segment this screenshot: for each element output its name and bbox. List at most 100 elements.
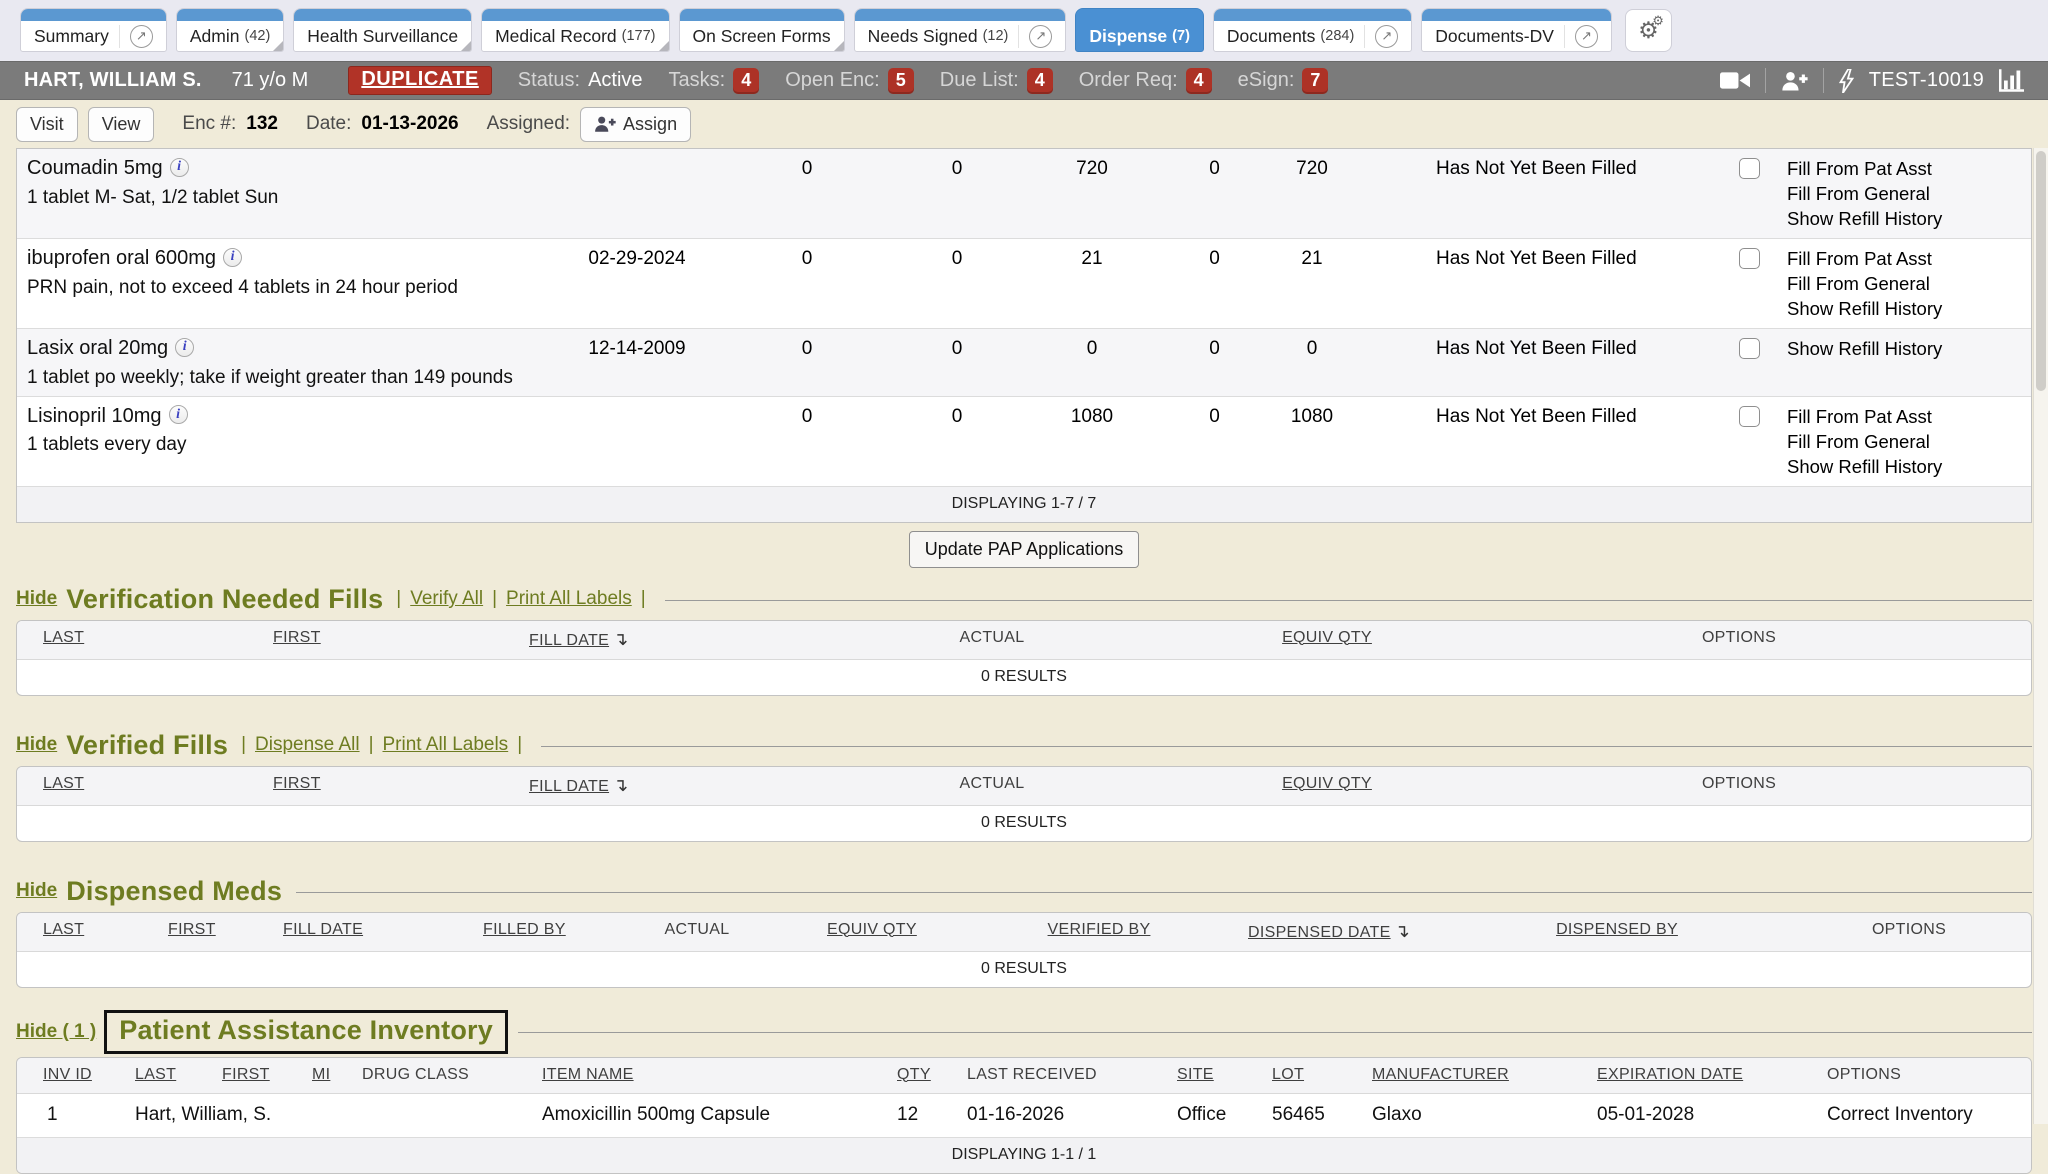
col-verified-by[interactable]: VERIFIED BY xyxy=(987,921,1211,942)
open-enc-count-badge[interactable]: 5 xyxy=(888,68,914,94)
tab-summary[interactable]: Summary ↗ xyxy=(20,8,167,52)
fill-from-pat-asst-link[interactable]: Fill From Pat Asst xyxy=(1787,404,2031,429)
col-mi[interactable]: MI xyxy=(286,1066,336,1084)
row-checkbox[interactable] xyxy=(1739,338,1760,359)
qty-cell: 0 xyxy=(717,336,897,360)
show-refill-history-link[interactable]: Show Refill History xyxy=(1787,206,2031,231)
col-site[interactable]: SITE xyxy=(1151,1066,1246,1084)
info-icon[interactable]: i xyxy=(223,248,242,267)
col-equiv-qty[interactable]: EQUIV QTY xyxy=(1207,629,1447,650)
col-manufacturer[interactable]: MANUFACTURER xyxy=(1346,1066,1571,1084)
chart-icon[interactable] xyxy=(1999,69,2024,92)
tab-admin[interactable]: Admin (42) xyxy=(176,8,284,52)
tab-health-surveillance[interactable]: Health Surveillance xyxy=(293,8,472,52)
info-icon[interactable]: i xyxy=(169,405,188,424)
assign-button[interactable]: Assign xyxy=(580,107,691,142)
video-camera-icon[interactable] xyxy=(1720,71,1750,90)
esign-count-badge[interactable]: 7 xyxy=(1302,68,1328,94)
fill-from-pat-asst-link[interactable]: Fill From Pat Asst xyxy=(1787,156,2031,181)
show-refill-history-link[interactable]: Show Refill History xyxy=(1787,454,2031,479)
hide-link[interactable]: Hide ( 1 ) xyxy=(16,1021,96,1043)
hide-link[interactable]: Hide xyxy=(16,734,57,756)
gear-icon: ⚙ xyxy=(1652,14,1664,27)
fill-from-general-link[interactable]: Fill From General xyxy=(1787,429,2031,454)
col-last[interactable]: LAST xyxy=(17,775,247,796)
order-req-count-badge[interactable]: 4 xyxy=(1186,68,1212,94)
row-checkbox[interactable] xyxy=(1739,248,1760,269)
hide-link[interactable]: Hide xyxy=(16,880,57,902)
highlighted-title-box: Patient Assistance Inventory xyxy=(104,1010,508,1054)
show-refill-history-link[interactable]: Show Refill History xyxy=(1787,296,2031,321)
print-all-labels-link[interactable]: Print All Labels xyxy=(506,588,632,610)
tab-on-screen-forms[interactable]: On Screen Forms xyxy=(679,8,845,52)
external-link-icon[interactable]: ↗ xyxy=(1018,25,1052,48)
table-row: ibuprofen oral 600mgi PRN pain, not to e… xyxy=(17,239,2031,329)
tab-label: Admin xyxy=(190,26,240,47)
col-actual: ACTUAL xyxy=(777,629,1207,650)
col-equiv-qty[interactable]: EQUIV QTY xyxy=(777,921,987,942)
col-fill-date[interactable]: FILL DATE↴ xyxy=(503,629,777,650)
col-qty[interactable]: QTY xyxy=(871,1066,941,1084)
external-link-icon[interactable]: ↗ xyxy=(1564,25,1598,48)
tab-documents[interactable]: Documents (284) ↗ xyxy=(1213,8,1412,52)
tab-needs-signed[interactable]: Needs Signed (12) ↗ xyxy=(854,8,1067,52)
col-dispensed-by[interactable]: DISPENSED BY xyxy=(1447,921,1787,942)
col-first[interactable]: FIRST xyxy=(196,1066,286,1084)
info-icon[interactable]: i xyxy=(170,158,189,177)
col-last[interactable]: LAST xyxy=(109,1066,196,1084)
tab-dispense[interactable]: Dispense (7) xyxy=(1075,8,1204,52)
scrollbar-thumb[interactable] xyxy=(2036,151,2046,391)
info-icon[interactable]: i xyxy=(175,338,194,357)
divider xyxy=(1765,68,1766,93)
correct-inventory-link[interactable]: Correct Inventory xyxy=(1801,1104,2031,1126)
external-link-icon[interactable]: ↗ xyxy=(1364,25,1398,48)
col-equiv-qty[interactable]: EQUIV QTY xyxy=(1207,775,1447,796)
col-filled-by[interactable]: FILLED BY xyxy=(457,921,617,942)
add-person-icon[interactable] xyxy=(1781,70,1808,92)
fill-from-pat-asst-link[interactable]: Fill From Pat Asst xyxy=(1787,246,2031,271)
col-fill-date[interactable]: FILL DATE↴ xyxy=(503,775,777,796)
col-dispensed-date[interactable]: DISPENSED DATE↴ xyxy=(1211,921,1447,942)
order-req-label: Order Req: xyxy=(1079,69,1178,92)
tab-medical-record[interactable]: Medical Record (177) xyxy=(481,8,669,52)
visit-button[interactable]: Visit xyxy=(16,107,78,142)
duplicate-flag-badge[interactable]: DUPLICATE xyxy=(348,66,491,95)
col-first[interactable]: FIRST xyxy=(142,921,257,942)
verify-all-link[interactable]: Verify All xyxy=(410,588,483,610)
lightning-icon[interactable] xyxy=(1839,69,1854,93)
row-checkbox[interactable] xyxy=(1739,158,1760,179)
col-first[interactable]: FIRST xyxy=(247,775,503,796)
section-title: Dispensed Meds xyxy=(66,876,282,907)
settings-gear-button[interactable]: ⚙ ⚙ xyxy=(1625,9,1672,52)
print-all-labels-link[interactable]: Print All Labels xyxy=(383,734,509,756)
empty-results: 0 RESULTS xyxy=(17,806,2031,841)
col-fill-date[interactable]: FILL DATE xyxy=(257,921,457,942)
fill-from-general-link[interactable]: Fill From General xyxy=(1787,181,2031,206)
qty-cell: 12 xyxy=(871,1104,941,1126)
row-options: Fill From Pat Asst Fill From General Sho… xyxy=(1777,404,2031,479)
col-item-name[interactable]: ITEM NAME xyxy=(516,1066,871,1084)
col-expiration-date[interactable]: EXPIRATION DATE xyxy=(1571,1066,1801,1084)
open-enc-label: Open Enc: xyxy=(785,69,880,92)
dispense-all-link[interactable]: Dispense All xyxy=(255,734,360,756)
show-refill-history-link[interactable]: Show Refill History xyxy=(1787,336,2031,361)
col-last[interactable]: LAST xyxy=(17,921,142,942)
col-first[interactable]: FIRST xyxy=(247,629,503,650)
col-inv-id[interactable]: INV ID xyxy=(17,1066,109,1084)
due-list-label: Due List: xyxy=(940,69,1019,92)
sort-descending-icon: ↴ xyxy=(1395,921,1410,942)
col-last[interactable]: LAST xyxy=(17,629,247,650)
external-link-icon[interactable]: ↗ xyxy=(119,25,153,48)
fill-from-general-link[interactable]: Fill From General xyxy=(1787,271,2031,296)
update-pap-button[interactable]: Update PAP Applications xyxy=(909,531,1139,568)
view-button[interactable]: View xyxy=(88,107,155,142)
tasks-count-badge[interactable]: 4 xyxy=(733,68,759,94)
row-checkbox[interactable] xyxy=(1739,406,1760,427)
row-options: Show Refill History xyxy=(1777,336,2031,361)
tab-documents-dv[interactable]: Documents-DV ↗ xyxy=(1421,8,1612,52)
col-lot[interactable]: LOT xyxy=(1246,1066,1346,1084)
due-list-count-badge[interactable]: 4 xyxy=(1027,68,1053,94)
vertical-scrollbar[interactable] xyxy=(2033,148,2048,1124)
hide-link[interactable]: Hide xyxy=(16,588,57,610)
tab-label: Documents-DV xyxy=(1435,26,1554,47)
